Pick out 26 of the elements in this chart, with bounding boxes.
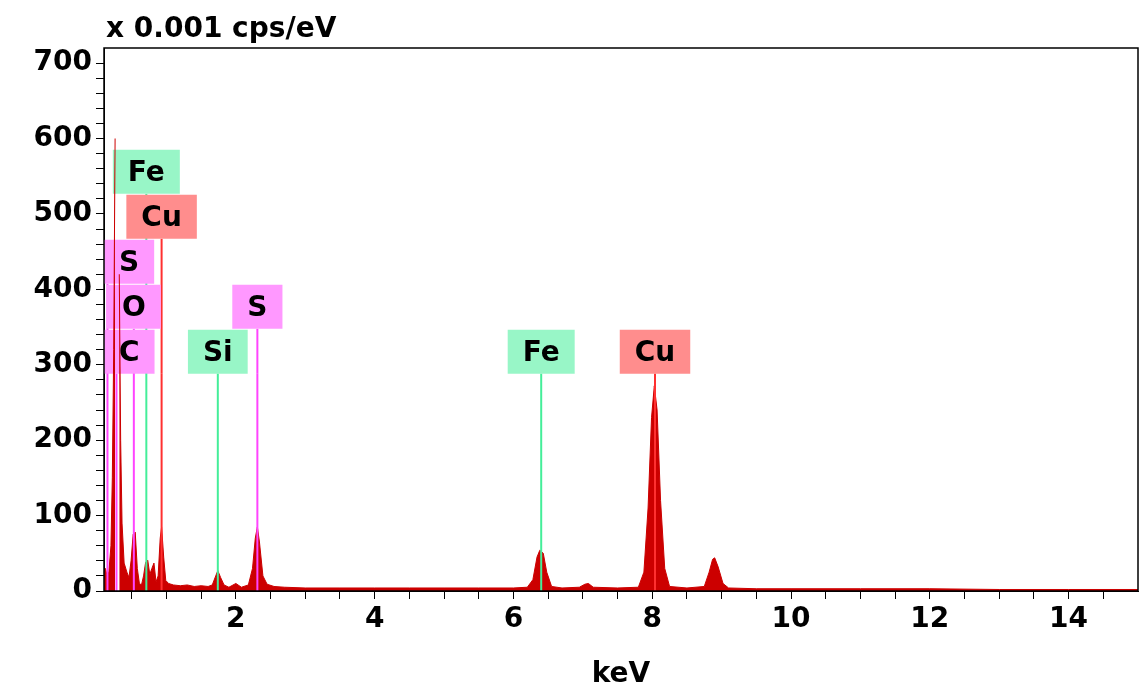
x-tick-label: 14 <box>1049 601 1089 635</box>
y-tick-label: 300 <box>33 346 92 380</box>
x-tick-label: 8 <box>642 601 662 635</box>
y-tick-label: 500 <box>33 195 92 229</box>
ref-line-label: Fe <box>127 155 165 189</box>
x-tick-label: 10 <box>771 601 811 635</box>
y-axis-title: x 0.001 cps/eV <box>106 11 337 45</box>
x-tick-label: 12 <box>910 601 950 635</box>
ref-line-label: C <box>118 335 140 369</box>
y-tick-label: 100 <box>33 496 92 530</box>
ref-line-label: Cu <box>141 200 182 234</box>
ref-line-label: S <box>247 290 268 324</box>
x-tick-label: 2 <box>226 601 246 635</box>
ref-line-label: Cu <box>634 335 676 369</box>
ref-line-label: Si <box>202 335 233 369</box>
y-tick-label: 200 <box>33 421 92 455</box>
y-tick-label: 700 <box>33 44 92 78</box>
y-tick-label: 400 <box>33 270 92 304</box>
y-tick-label: 600 <box>33 119 92 153</box>
x-tick-label: 4 <box>364 601 385 635</box>
ref-line-label: Fe <box>522 335 560 369</box>
y-tick-label: 0 <box>72 572 92 606</box>
ref-line-label: O <box>121 290 146 324</box>
x-axis-title: keV <box>591 656 651 690</box>
ref-line-label: S <box>119 245 140 279</box>
x-tick-label: 6 <box>503 601 524 635</box>
